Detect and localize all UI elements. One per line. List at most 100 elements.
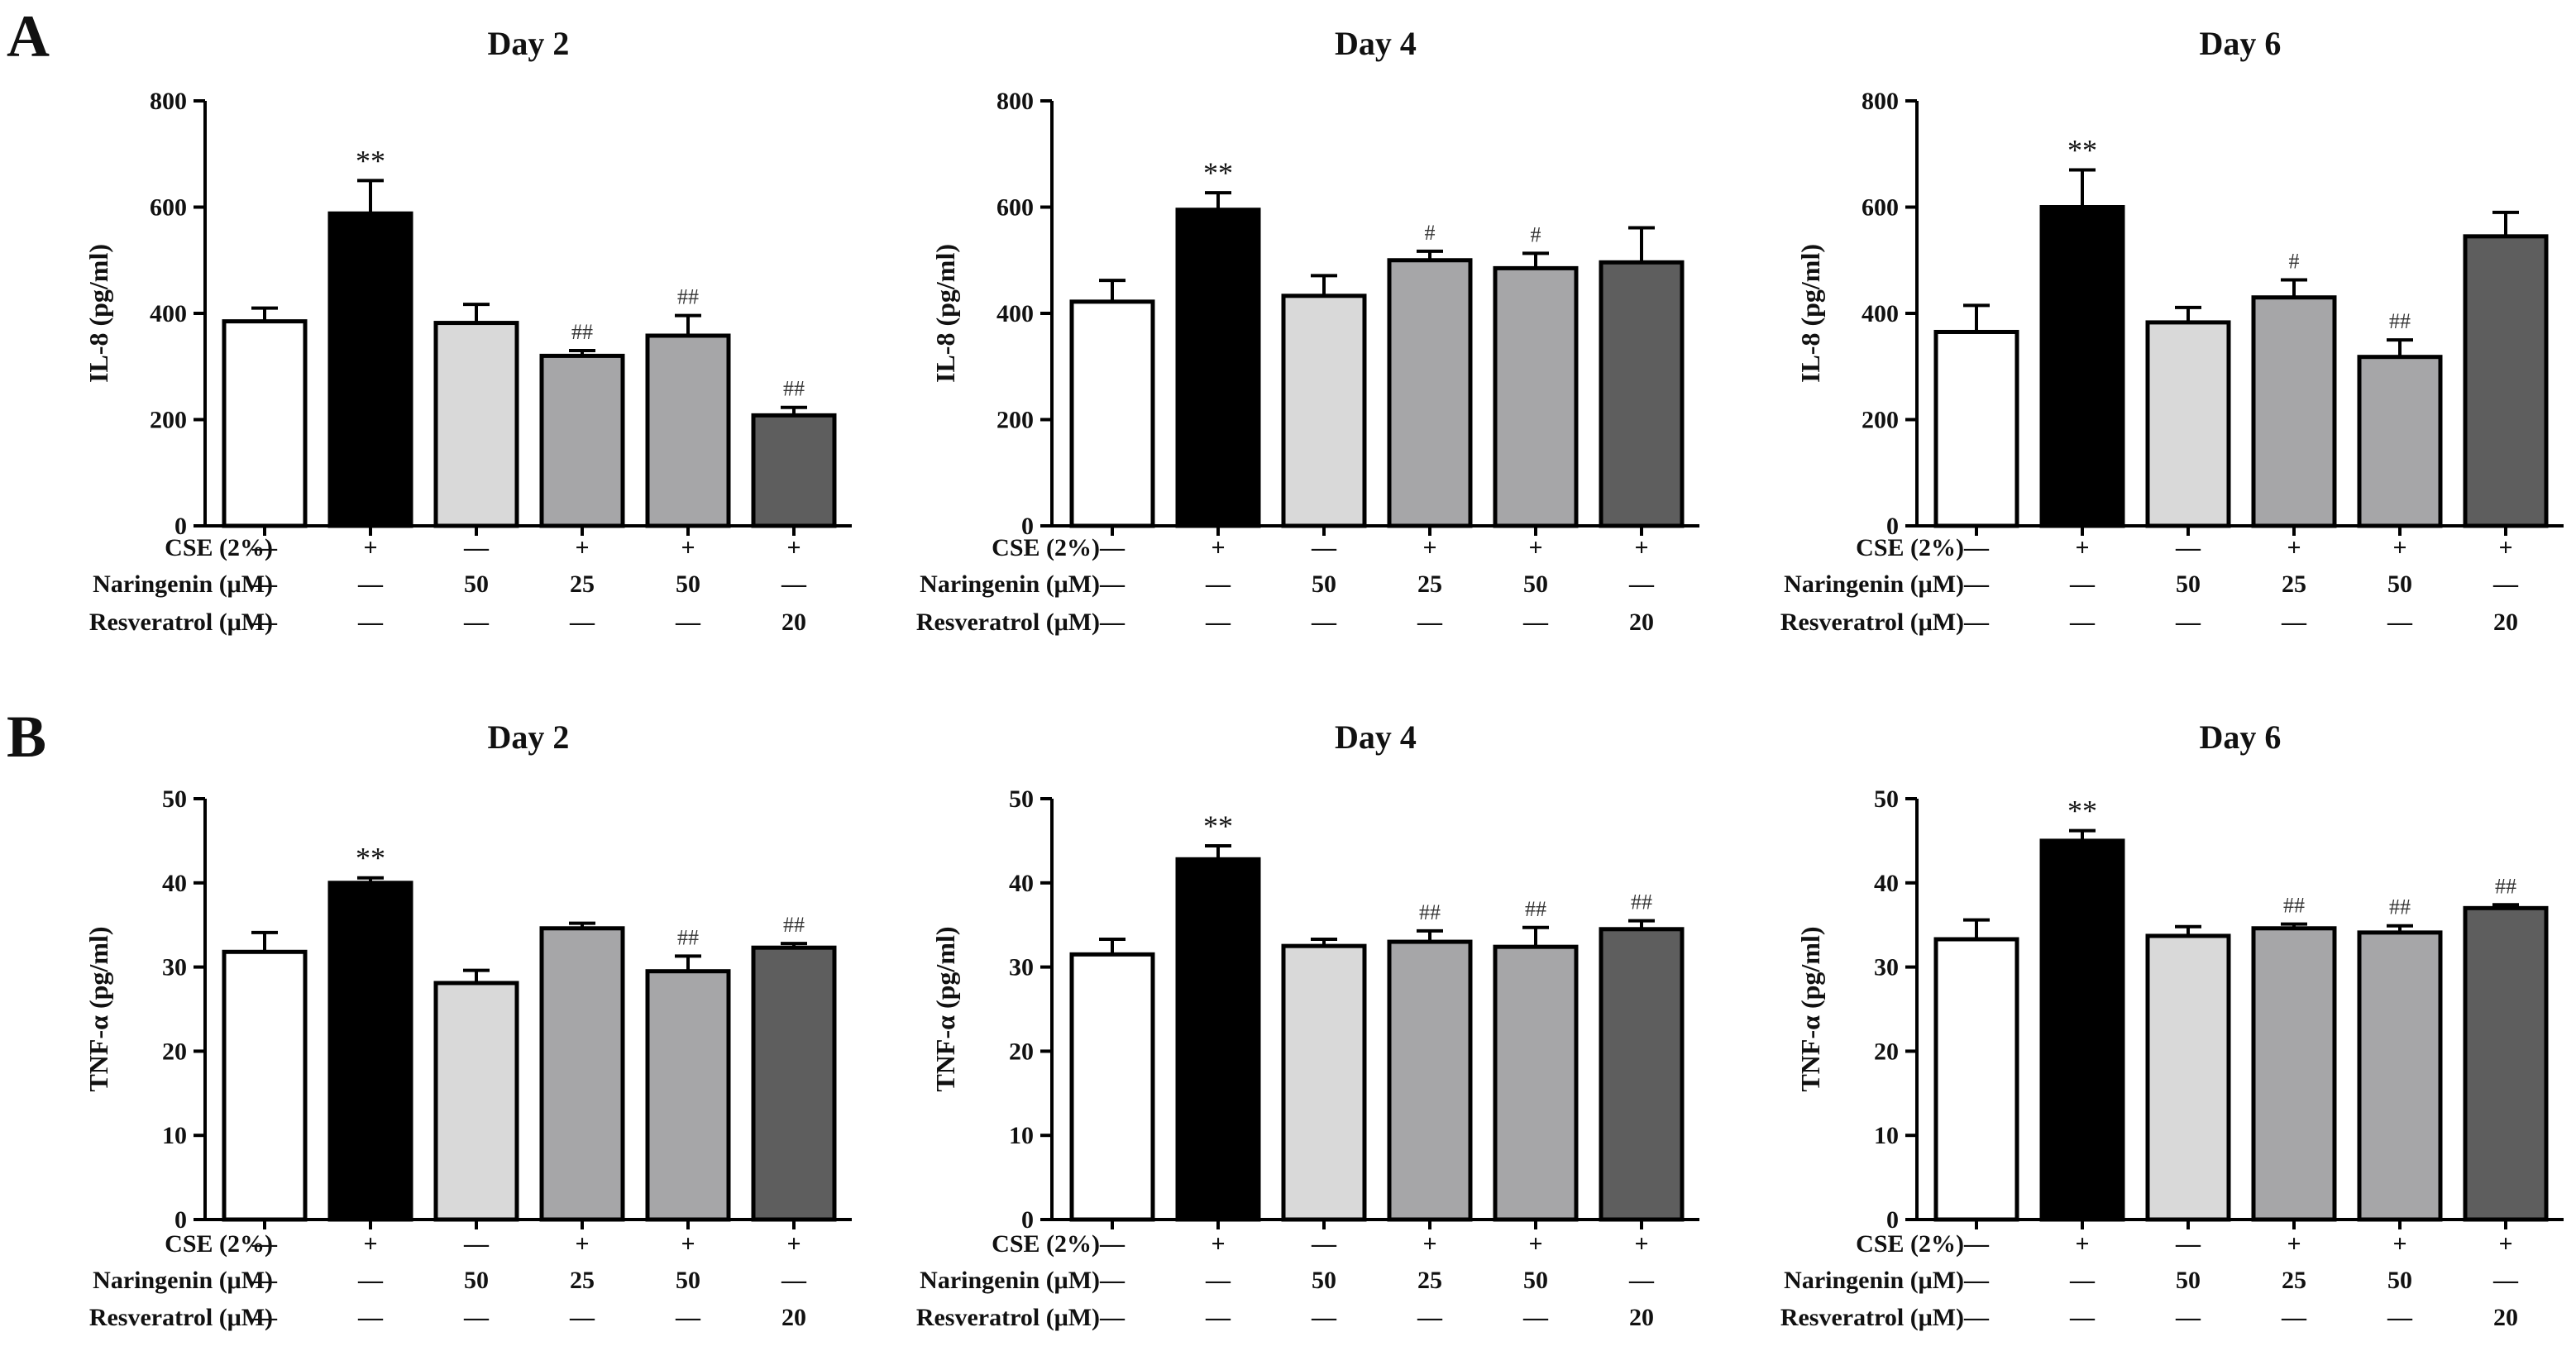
- y-tick-label: 600: [996, 194, 1034, 222]
- treatment-value: +: [1211, 1230, 1225, 1258]
- significance-marker: #: [1531, 222, 1541, 246]
- chart-b-2: Day 4 TNF-α (pg/ml) 0 10 20 30 40 50 ** ## ## ## CSE…: [916, 718, 1699, 1331]
- significance-marker: ##: [677, 285, 699, 309]
- treatment-value: 50: [2387, 1267, 2412, 1294]
- treatment-label: Resveratrol (μM): [89, 1304, 273, 1331]
- treatment-value: —: [251, 1304, 278, 1331]
- treatment-value: 20: [1629, 1304, 1654, 1331]
- y-tick-label: 30: [1009, 954, 1034, 981]
- y-axis-label: IL-8 (pg/ml): [930, 244, 960, 383]
- panel-label-b: B: [7, 704, 46, 770]
- treatment-value: +: [2392, 1230, 2406, 1258]
- y-tick-label: 40: [162, 870, 187, 897]
- treatment-value: —: [1963, 1304, 1990, 1331]
- treatment-value: —: [1205, 570, 1231, 598]
- treatment-value: —: [2492, 1267, 2519, 1294]
- treatment-value: 20: [1629, 609, 1654, 636]
- y-tick-label: 400: [1862, 300, 1899, 327]
- treatment-value: +: [1634, 1230, 1648, 1258]
- chart-a-1: Day 2 IL-8 (pg/ml) 0 200 400 600 800 ** ## ## ## CS…: [84, 25, 852, 636]
- treatment-value: —: [1963, 609, 1990, 636]
- treatment-value: 50: [2176, 570, 2201, 598]
- bar: [2463, 905, 2549, 1222]
- treatment-value: —: [1311, 609, 1337, 636]
- treatment-value: +: [786, 1230, 801, 1258]
- treatment-value: +: [363, 1230, 377, 1258]
- treatment-value: —: [2175, 609, 2201, 636]
- treatment-value: —: [1099, 1230, 1126, 1258]
- bar: [1069, 952, 1155, 1222]
- treatment-value: —: [781, 1267, 807, 1294]
- treatment-value: —: [1522, 609, 1549, 636]
- bar: [1175, 857, 1261, 1222]
- treatment-value: +: [1528, 1230, 1542, 1258]
- significance-marker: ##: [783, 377, 805, 401]
- treatment-value: —: [1628, 1267, 1655, 1294]
- bar: [1599, 260, 1685, 528]
- treatment-value: 50: [1523, 1267, 1548, 1294]
- treatment-value: —: [1963, 1230, 1990, 1258]
- y-tick-label: 800: [1862, 88, 1899, 115]
- y-tick-label: 200: [1862, 407, 1899, 434]
- bar: [539, 353, 625, 528]
- bar: [539, 926, 625, 1222]
- treatment-value: —: [251, 534, 278, 561]
- treatment-value: —: [675, 1304, 701, 1331]
- chart-title: Day 4: [1335, 25, 1417, 62]
- treatment-value: 20: [781, 609, 806, 636]
- significance-marker: **: [356, 842, 385, 875]
- y-axis-label: IL-8 (pg/ml): [84, 244, 113, 383]
- chart-title: Day 4: [1335, 718, 1417, 756]
- bar: [1493, 265, 1579, 528]
- treatment-label: Resveratrol (μM): [1780, 1304, 1964, 1331]
- treatment-value: —: [1099, 609, 1126, 636]
- treatment-value: +: [681, 534, 695, 561]
- treatment-label: Naringenin (μM): [920, 570, 1100, 598]
- treatment-value: —: [1311, 1230, 1337, 1258]
- y-axis-label: TNF-α (pg/ml): [1795, 926, 1825, 1091]
- treatment-value: —: [1099, 1267, 1126, 1294]
- bar: [433, 321, 519, 528]
- treatment-value: —: [1205, 609, 1231, 636]
- y-tick-label: 50: [1009, 785, 1034, 813]
- treatment-value: +: [575, 1230, 589, 1258]
- significance-marker: ##: [1419, 900, 1441, 924]
- y-tick-label: 0: [174, 1206, 187, 1234]
- significance-marker: **: [1203, 809, 1233, 843]
- treatment-value: —: [1963, 570, 1990, 598]
- treatment-value: —: [251, 570, 278, 598]
- treatment-value: +: [1422, 534, 1436, 561]
- treatment-value: +: [1634, 534, 1648, 561]
- y-axis-label: TNF-α (pg/ml): [930, 926, 960, 1091]
- treatment-label: Naringenin (μM): [93, 570, 273, 598]
- treatment-value: —: [251, 1267, 278, 1294]
- bar: [2251, 295, 2337, 528]
- bar: [2463, 234, 2549, 528]
- significance-marker: #: [2289, 250, 2300, 274]
- treatment-value: —: [463, 534, 490, 561]
- significance-marker: **: [356, 144, 385, 177]
- chart-b-3: Day 6 TNF-α (pg/ml) 0 10 20 30 40 50 ** ## ## ## CSE…: [1780, 718, 2564, 1331]
- chart-title: Day 2: [488, 718, 570, 756]
- treatment-value: 50: [2387, 570, 2412, 598]
- treatment-value: —: [1417, 609, 1443, 636]
- treatment-value: —: [569, 609, 595, 636]
- treatment-value: —: [357, 609, 384, 636]
- y-tick-label: 10: [1009, 1122, 1034, 1149]
- bar: [751, 413, 837, 528]
- y-axis-label: IL-8 (pg/ml): [1795, 244, 1825, 383]
- treatment-value: +: [575, 534, 589, 561]
- treatment-label: Naringenin (μM): [93, 1267, 273, 1294]
- treatment-value: 50: [1523, 570, 1548, 598]
- y-tick-label: 40: [1009, 870, 1034, 897]
- significance-marker: ##: [571, 320, 593, 344]
- bar: [327, 881, 413, 1222]
- y-axis-label: TNF-α (pg/ml): [84, 926, 113, 1091]
- treatment-value: —: [2175, 1230, 2201, 1258]
- treatment-value: —: [251, 1230, 278, 1258]
- y-tick-label: 0: [1021, 1206, 1034, 1234]
- y-tick-label: 800: [996, 88, 1034, 115]
- treatment-value: +: [2075, 1230, 2089, 1258]
- treatment-value: —: [2492, 570, 2519, 598]
